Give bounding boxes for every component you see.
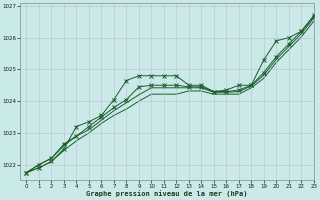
X-axis label: Graphe pression niveau de la mer (hPa): Graphe pression niveau de la mer (hPa)	[86, 190, 248, 197]
